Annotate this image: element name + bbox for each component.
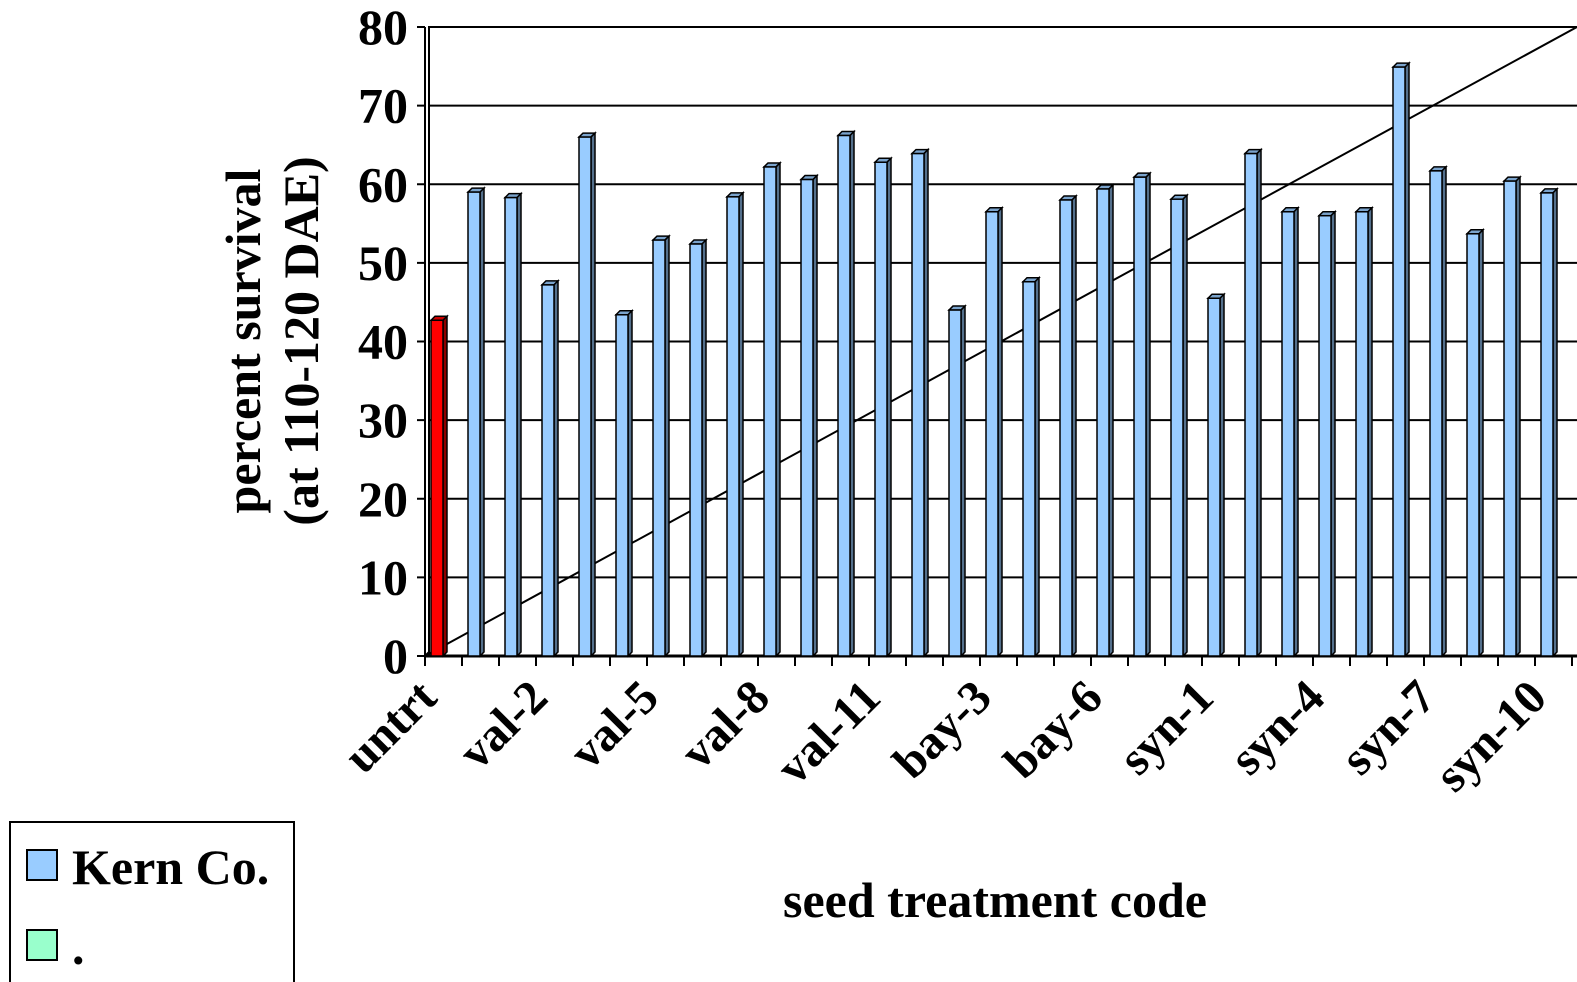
x-tick-label: bay-6	[994, 670, 1113, 789]
legend-swatch	[26, 849, 58, 881]
x-tick-label: val-5	[560, 670, 669, 779]
bar	[1207, 297, 1221, 657]
x-tick-label: untrt	[334, 670, 447, 783]
bar	[467, 191, 481, 657]
y-tick-label: 80	[358, 0, 408, 55]
bar	[948, 309, 962, 657]
bar	[1170, 198, 1184, 657]
bar	[615, 314, 629, 657]
y-tick-label: 10	[358, 549, 408, 605]
bar	[911, 152, 925, 657]
x-tick-label: val-2	[449, 670, 558, 779]
bar	[652, 239, 666, 657]
legend-label: .	[72, 919, 85, 975]
bar	[1318, 214, 1332, 657]
bar	[1392, 66, 1406, 657]
bar	[874, 161, 888, 657]
bar	[1429, 170, 1443, 657]
legend: Kern Co..	[9, 821, 295, 982]
y-axis-label: percent survival (at 110-120 DAE)	[215, 156, 329, 525]
bar	[985, 211, 999, 657]
bar	[541, 284, 555, 657]
bar	[1540, 192, 1554, 657]
y-tick-label: 20	[358, 471, 408, 527]
x-axis-label: seed treatment code	[783, 872, 1207, 928]
x-tick-label: val-11	[767, 670, 891, 794]
bar	[726, 196, 740, 657]
bar	[1022, 280, 1036, 657]
bar	[1281, 211, 1295, 657]
bar	[1355, 211, 1369, 657]
bar	[837, 134, 851, 657]
y-tick-label: 30	[358, 392, 408, 448]
bar	[800, 178, 814, 657]
bar	[1059, 199, 1073, 657]
bar	[1244, 152, 1258, 657]
x-tick-label: syn-1	[1109, 670, 1224, 785]
x-tick-label: syn-4	[1220, 670, 1335, 785]
x-tick-label: bay-3	[883, 670, 1002, 789]
bar	[1466, 233, 1480, 657]
x-tick-label: syn-10	[1425, 670, 1557, 802]
y-tick-label: 50	[358, 235, 408, 291]
legend-label: Kern Co.	[72, 839, 269, 895]
bar	[1503, 180, 1517, 657]
bar	[1096, 188, 1110, 657]
y-axis-label-line: percent survival	[215, 168, 271, 513]
bar	[1133, 176, 1147, 657]
bar	[504, 196, 518, 657]
y-tick-label: 60	[358, 156, 408, 212]
y-axis-label-line: (at 110-120 DAE)	[273, 156, 329, 525]
y-tick-label: 40	[358, 314, 408, 370]
bar	[689, 243, 703, 657]
y-tick-label: 70	[358, 78, 408, 134]
bar	[430, 319, 444, 657]
bar	[578, 136, 592, 657]
legend-swatch	[26, 929, 58, 961]
y-tick-label: 0	[383, 628, 408, 684]
bar	[763, 166, 777, 657]
x-tick-label: val-8	[671, 670, 780, 779]
